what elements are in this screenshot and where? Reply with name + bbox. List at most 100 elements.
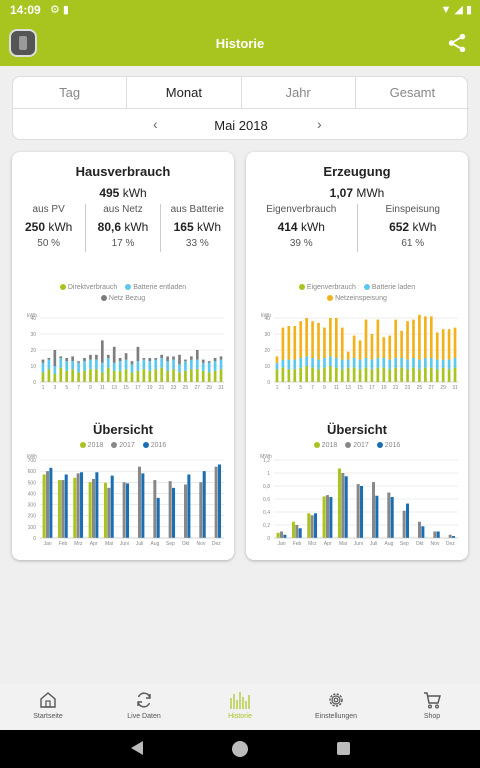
- bar-2018: [88, 482, 92, 538]
- bar-eigenverbrauch: [453, 367, 457, 382]
- bar-direktverbrauch: [190, 369, 193, 382]
- bar-direktverbrauch: [160, 367, 164, 382]
- bar-netz-bezug: [47, 358, 51, 360]
- legend-label: Batterie laden: [371, 284, 416, 291]
- tab-monat[interactable]: Monat: [127, 77, 242, 108]
- legend-label: Eigenverbrauch: [306, 284, 356, 291]
- y-axis-unit: kWh: [261, 313, 271, 319]
- bar-eigenverbrauch: [358, 369, 362, 382]
- bar-2016: [452, 536, 456, 538]
- breakdown-label: Einspeisung: [385, 204, 440, 215]
- total-value: 1,07: [329, 186, 353, 200]
- nav-einstellungen[interactable]: Einstellungen: [288, 684, 384, 730]
- bar-2018: [291, 521, 295, 538]
- x-tick-label: 29: [206, 385, 212, 391]
- breakdown-value: 80,6: [97, 220, 121, 234]
- bar-eigenverbrauch: [334, 367, 338, 382]
- bar-2017: [91, 478, 96, 538]
- chevron-right-icon[interactable]: ›: [317, 116, 322, 132]
- device-icon[interactable]: [9, 29, 37, 57]
- bar-eigenverbrauch: [293, 369, 297, 382]
- bar-netzeinspeisung: [418, 314, 421, 360]
- bar-batterie-entladen: [95, 359, 98, 370]
- bar-2017: [61, 480, 65, 538]
- tab-tag[interactable]: Tag: [13, 77, 128, 108]
- nav-shop[interactable]: Shop: [384, 684, 480, 730]
- bar-2016: [156, 497, 160, 538]
- tab-gesamt[interactable]: Gesamt: [389, 85, 436, 100]
- erzeugung-card[interactable]: Erzeugung 1,07 MWh Eigenverbrauch 414 kW…: [246, 152, 468, 560]
- x-tick-label: 1: [42, 385, 45, 391]
- bar-direktverbrauch: [71, 369, 74, 382]
- hausverbrauch-card[interactable]: Hausverbrauch 495 kWh aus PV 250 kWh 50 …: [12, 152, 234, 560]
- bar-batterie-entladen: [89, 359, 92, 370]
- bar-2018: [322, 496, 326, 538]
- x-tick-label: Apr: [324, 541, 332, 547]
- bar-direktverbrauch: [148, 370, 152, 382]
- y-tick-label: 0: [33, 536, 36, 542]
- breakdown-value: 250: [24, 220, 45, 234]
- breakdown-unit: kWh: [48, 220, 73, 234]
- legend-label: 2016: [384, 442, 401, 449]
- bar-netzeinspeisung: [293, 326, 297, 360]
- y-tick-label: 1: [267, 471, 270, 477]
- bar-eigenverbrauch: [400, 367, 403, 382]
- bar-batterie-entladen: [65, 361, 69, 371]
- bar-batterie-entladen: [47, 359, 51, 370]
- month-navigator: ‹ Mai 2018 ›: [13, 110, 469, 140]
- bar-batterie-entladen: [83, 361, 86, 371]
- legend-label: Netz Bezug: [108, 295, 146, 302]
- bar-2016: [329, 497, 333, 538]
- bar-2017: [107, 487, 111, 538]
- x-tick-label: Mrz: [74, 541, 83, 547]
- nav-icon-wrap: [192, 690, 288, 710]
- x-tick-label: 23: [405, 385, 411, 391]
- bar-2017: [417, 521, 422, 538]
- bar-2017: [387, 492, 391, 538]
- breakdown-unit: kWh: [124, 220, 149, 234]
- bar-eigenverbrauch: [352, 367, 356, 382]
- y-tick-label: 20: [264, 348, 270, 354]
- bar-2016: [344, 476, 348, 538]
- x-tick-label: 9: [323, 385, 326, 391]
- bar-direktverbrauch: [130, 372, 134, 382]
- x-tick-label: 7: [77, 385, 80, 391]
- bar-netzeinspeisung: [275, 356, 279, 363]
- legend-dot: [100, 295, 107, 302]
- back-icon[interactable]: [131, 741, 143, 755]
- legend-item: 2018: [313, 442, 337, 449]
- bar-eigenverbrauch: [435, 369, 439, 382]
- bar-netz-bezug: [95, 354, 98, 360]
- nav-live-daten[interactable]: Live Daten: [96, 684, 192, 730]
- home-circle-icon[interactable]: [232, 741, 248, 757]
- bar-netzeinspeisung: [388, 335, 392, 360]
- share-icon[interactable]: [446, 32, 468, 54]
- x-tick-label: 23: [171, 385, 177, 391]
- chevron-left-icon[interactable]: ‹: [153, 116, 158, 132]
- bar-2018: [337, 468, 341, 538]
- y-axis-unit: kWh: [27, 313, 37, 319]
- bar-2016: [202, 471, 206, 538]
- tab-jahr[interactable]: Jahr: [242, 77, 356, 108]
- legend-label: 2017: [119, 442, 135, 449]
- bar-netzeinspeisung: [412, 319, 415, 358]
- period-selector: Tag Monat Jahr Gesamt ‹ Mai 2018 ›: [12, 76, 469, 140]
- legend-dot: [376, 442, 383, 449]
- bar-netzeinspeisung: [317, 322, 320, 360]
- bar-eigenverbrauch: [329, 366, 332, 382]
- y-tick-label: 500: [28, 480, 37, 486]
- legend-item: 2016: [142, 442, 166, 449]
- x-tick-label: 19: [381, 385, 387, 391]
- nav-historie[interactable]: Historie: [192, 684, 288, 730]
- bar-batterie-laden: [364, 358, 368, 368]
- bar-eigenverbrauch: [429, 367, 433, 382]
- nav-startseite[interactable]: Startseite: [0, 684, 96, 730]
- breakdown-batterie: aus Batterie 165 kWh 33 %: [161, 204, 234, 252]
- status-notification-icons: ⚙ ▮: [50, 4, 69, 16]
- bar-eigenverbrauch: [447, 369, 451, 382]
- y-tick-label: 0,6: [263, 497, 270, 503]
- bar-batterie-laden: [394, 358, 398, 368]
- daily-legend: Direktverbrauch Batterie entladen: [12, 284, 234, 291]
- recent-apps-icon[interactable]: [337, 742, 350, 755]
